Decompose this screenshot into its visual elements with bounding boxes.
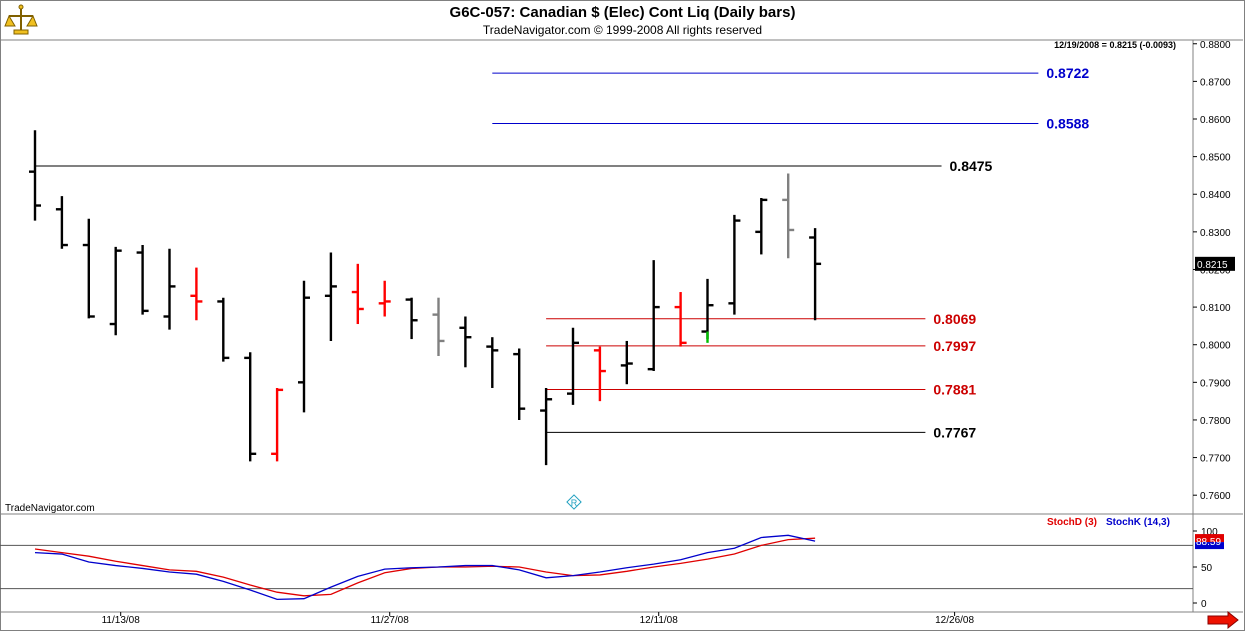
ohlc-bar — [298, 280, 310, 413]
level-label: 0.8722 — [1046, 65, 1089, 81]
ohlc-bar — [351, 263, 364, 325]
ohlc-bar — [809, 228, 822, 321]
price-tick-label: 0.8100 — [1200, 303, 1231, 314]
ohlc-bar — [405, 297, 418, 340]
ohlc-bar — [674, 292, 687, 347]
price-tick-label: 0.8400 — [1200, 190, 1231, 201]
ohlc-bar — [755, 198, 768, 255]
stoch-value-label: 88.59 — [1196, 537, 1221, 548]
stoch-value-box-k — [1195, 542, 1224, 550]
ohlc-bar — [324, 252, 337, 341]
ohlc-bar — [190, 267, 203, 321]
level-label: 0.8475 — [950, 158, 993, 174]
last-quote: 12/19/2008 = 0.8215 (-0.0093) — [1054, 40, 1176, 50]
ohlc-bar — [29, 130, 41, 221]
stoch-k-line — [34, 534, 816, 601]
ohlc-bar — [55, 196, 68, 249]
date-axis: 11/13/08 11/27/08 12/11/08 12/26/08 — [102, 612, 974, 626]
ohlc-bar — [432, 297, 445, 356]
ohlc-bar — [109, 246, 122, 336]
stoch-tick-label: 0 — [1201, 599, 1207, 610]
stoch-value-box-d — [1195, 534, 1224, 543]
ohlc-bar — [378, 280, 391, 317]
ohlc-bar — [567, 327, 579, 405]
ohlc-bar — [163, 248, 176, 330]
price-tick-label: 0.7800 — [1200, 416, 1231, 427]
ohlc-bar — [244, 352, 257, 462]
level-label: 0.8588 — [1046, 116, 1089, 132]
trade-navigator-logo — [4, 4, 38, 36]
ohlc-bar — [782, 173, 795, 259]
date-tick-label: 11/13/08 — [102, 615, 141, 626]
last-price-label: 0.8215 — [1197, 260, 1228, 271]
price-tick-label: 0.7600 — [1200, 491, 1231, 502]
ohlc-bar — [620, 340, 633, 385]
price-tick-label: 0.8800 — [1200, 40, 1231, 51]
ohlc-bar — [647, 260, 660, 372]
ohlc-bar — [593, 346, 606, 402]
stochastic-panel: 0 50 100 StochD (3) StochK (14,3) 88.59 — [0, 517, 1224, 610]
ohlc-bar — [540, 387, 553, 466]
price-tick-label: 0.8600 — [1200, 115, 1231, 126]
price-tick-label: 0.8700 — [1200, 77, 1231, 88]
price-tick-label: 0.8500 — [1200, 153, 1231, 164]
price-tick-label: 0.8200 — [1200, 265, 1231, 276]
chart-subtitle: TradeNavigator.com © 1999-2008 All right… — [482, 23, 763, 37]
ohlc-bar — [513, 348, 526, 420]
level-label: 0.7767 — [933, 424, 976, 440]
level-label: 0.7997 — [933, 338, 976, 354]
ohlc-bar — [459, 316, 472, 368]
ohlc-bars — [29, 130, 822, 466]
price-levels: 0.8722 0.8588 0.8475 0.8069 0.7997 0.7881 0.77… — [35, 65, 1089, 440]
date-tick-label: 12/26/08 — [935, 615, 974, 626]
scroll-right-arrow-icon[interactable] — [1207, 610, 1239, 630]
date-tick-label: 12/11/08 — [640, 615, 679, 626]
date-tick-label: 11/27/08 — [371, 615, 410, 626]
chart-title: G6C-057: Canadian $ (Elec) Cont Liq (Dai… — [449, 4, 796, 21]
ohlc-bar — [701, 278, 714, 340]
price-axis: 0.7600 0.7700 0.7800 0.7900 0.8000 0.8100 0.82… — [1193, 40, 1235, 502]
r-marker[interactable]: R — [566, 494, 582, 510]
ohlc-bar — [136, 245, 149, 315]
panel-borders — [0, 39, 1243, 613]
price-tick-label: 0.8300 — [1200, 228, 1231, 239]
watermark: TradeNavigator.com — [5, 503, 95, 514]
ohlc-bar — [217, 297, 230, 362]
last-price-box — [1195, 256, 1235, 271]
ohlc-bar — [82, 218, 95, 319]
price-tick-label: 0.8000 — [1200, 341, 1231, 352]
r-marker-label: R — [571, 498, 578, 508]
ohlc-bar — [271, 387, 284, 462]
stoch-tick-label: 50 — [1201, 563, 1213, 574]
ohlc-bar — [486, 337, 499, 388]
level-label: 0.8069 — [933, 311, 976, 327]
stoch-tick-label: 100 — [1201, 527, 1218, 538]
level-label: 0.7881 — [933, 381, 976, 397]
price-tick-label: 0.7900 — [1200, 378, 1231, 389]
price-tick-label: 0.7700 — [1200, 454, 1231, 465]
ohlc-bar — [728, 214, 741, 315]
stoch-k-legend: StochK (14,3) — [1106, 517, 1170, 528]
stoch-d-legend: StochD (3) — [1047, 517, 1097, 528]
